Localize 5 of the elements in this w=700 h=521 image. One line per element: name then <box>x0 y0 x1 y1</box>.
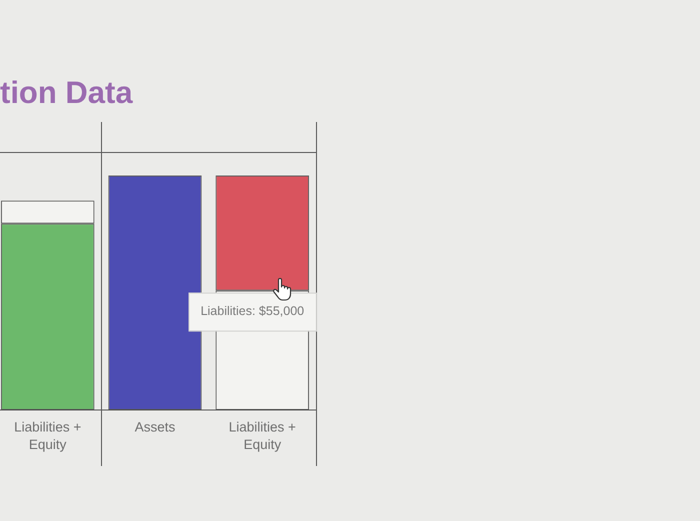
x-tick-label: Assets <box>134 419 176 434</box>
x-tick-label: Liabilities + Equity <box>14 419 82 452</box>
x-tick-label: Liabilities + Equity <box>228 419 296 452</box>
data-label: Liabilities: $55,000 <box>200 304 304 318</box>
chart-title: tion Data <box>0 75 133 110</box>
